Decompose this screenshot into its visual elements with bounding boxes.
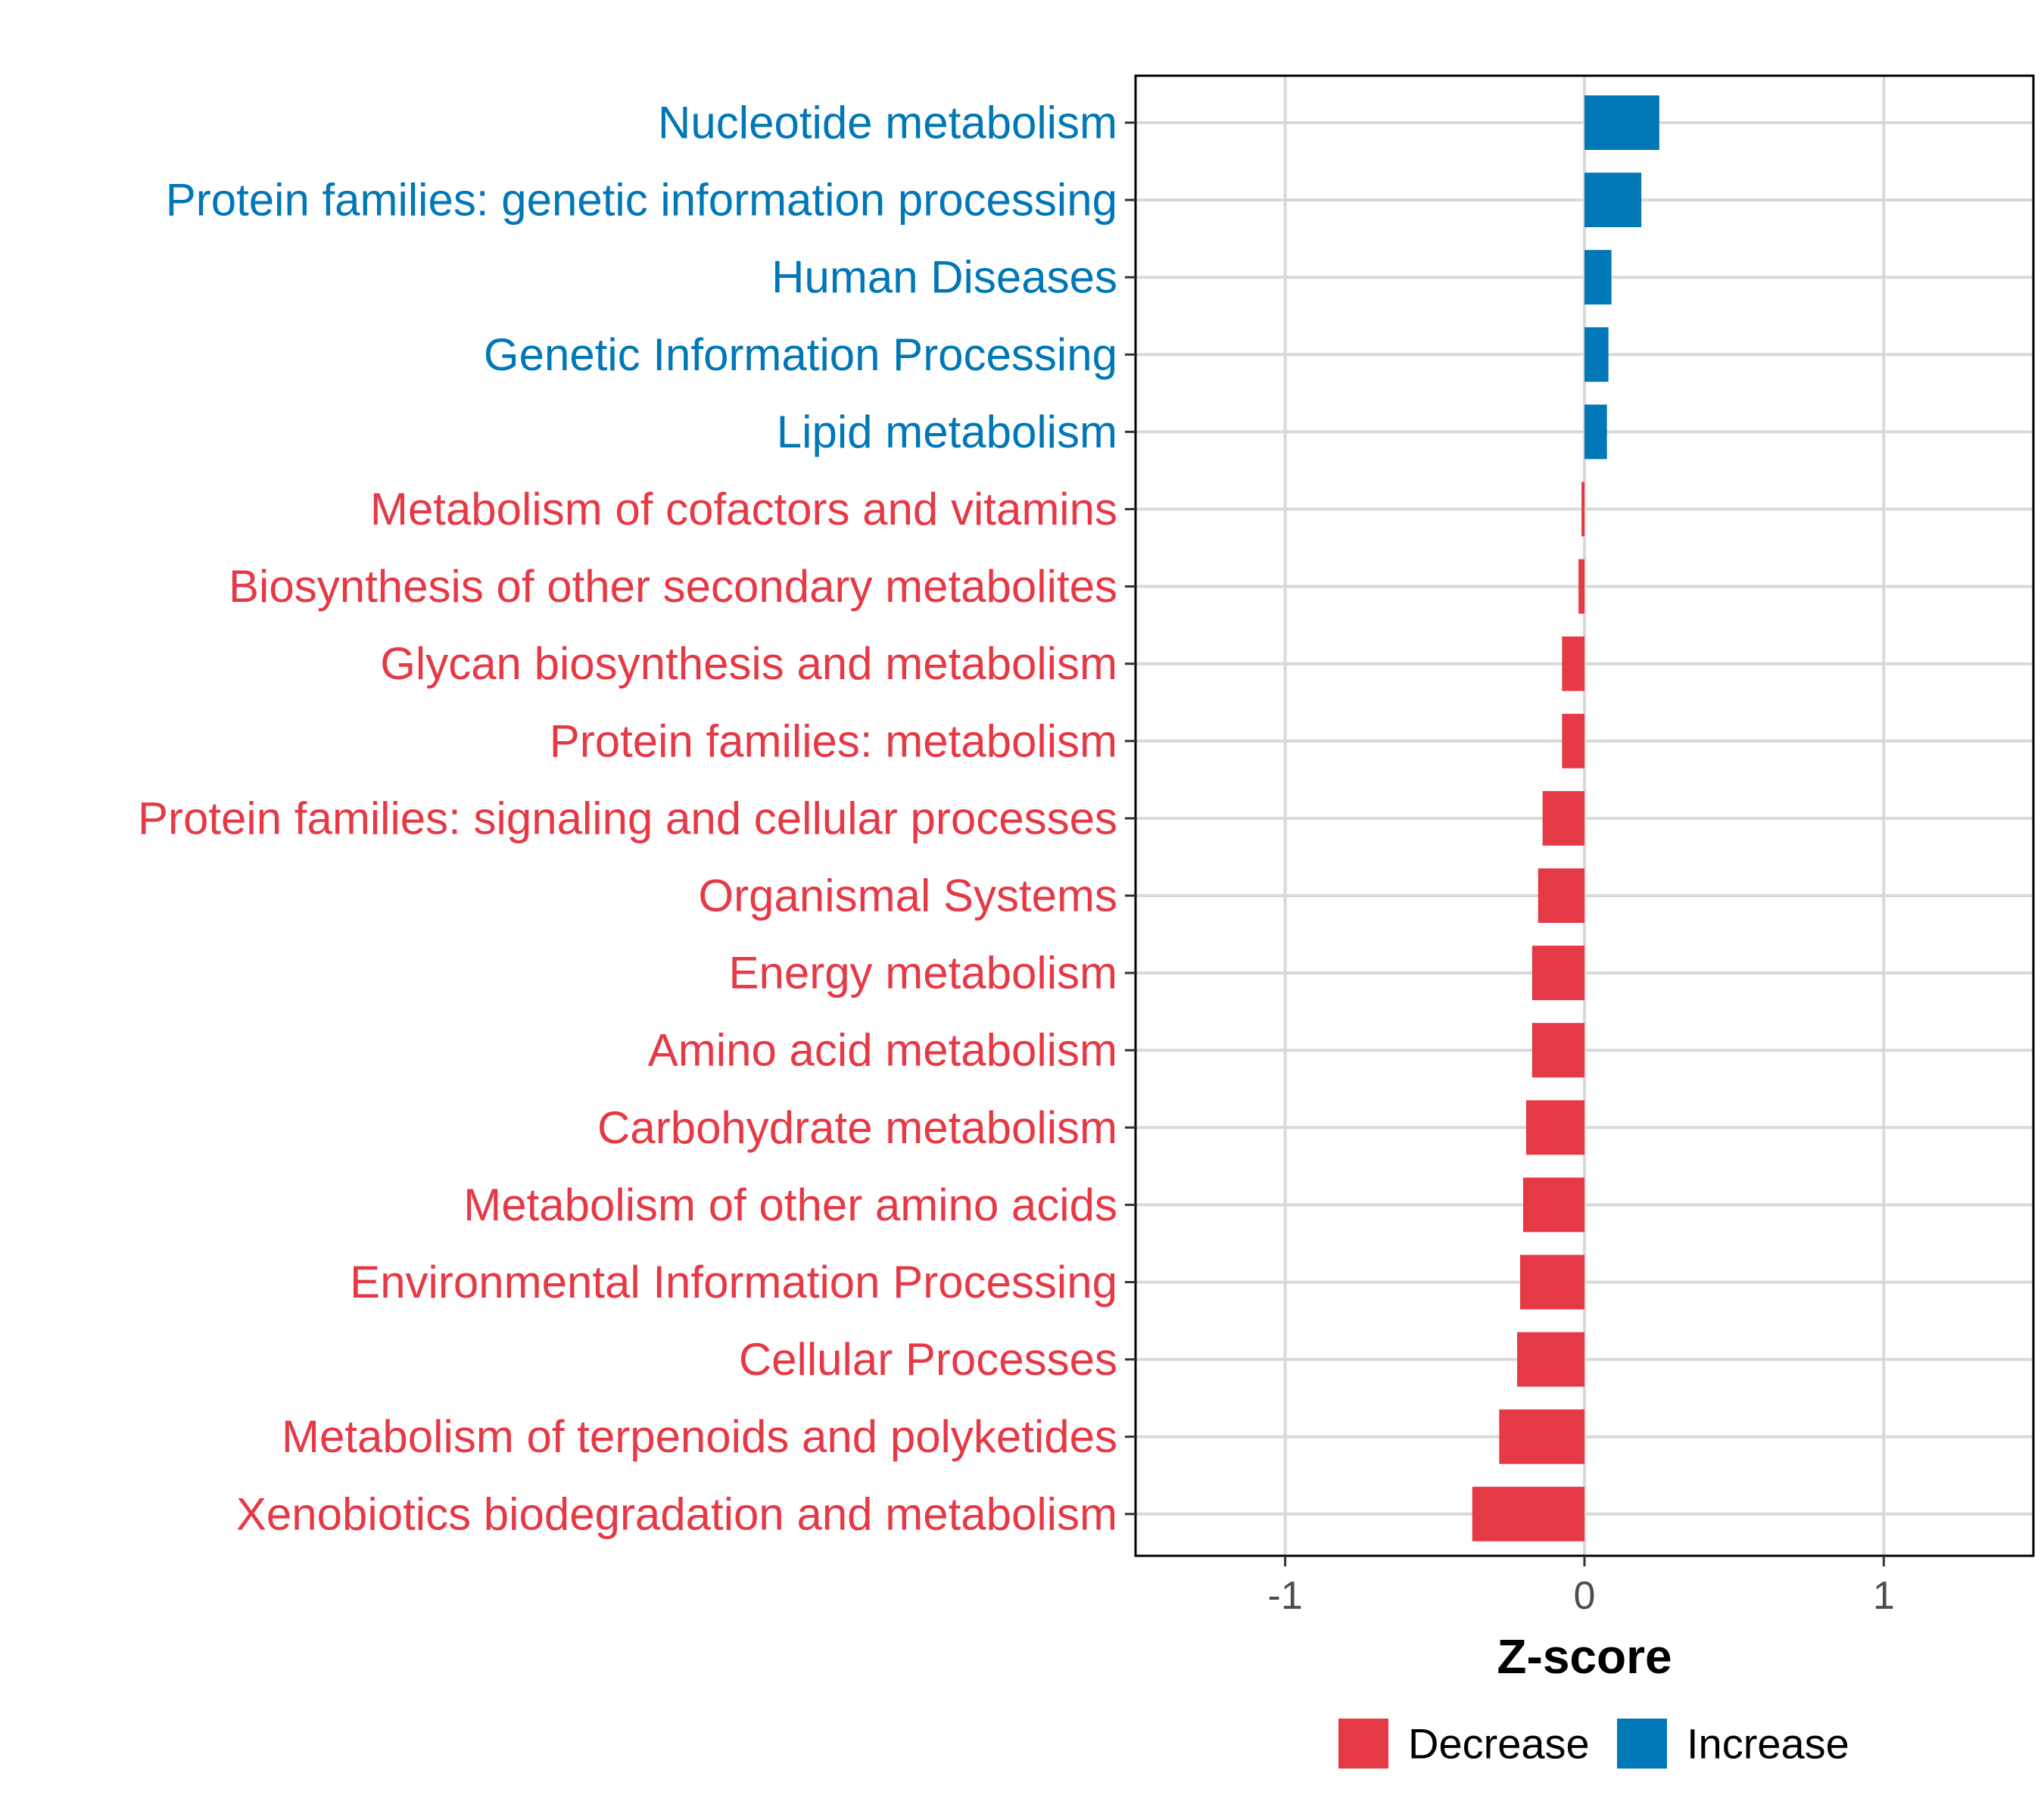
bar (1531, 946, 1584, 1001)
x-tick-label: 0 (1574, 1574, 1596, 1618)
bar (1538, 868, 1584, 923)
bar (1584, 404, 1607, 460)
bar (1520, 1254, 1584, 1310)
x-axis-title: Z-score (1497, 1629, 1672, 1684)
legend-swatch-increase (1617, 1719, 1667, 1769)
bar (1584, 327, 1609, 382)
bar (1584, 95, 1659, 150)
category-label: Nucleotide metabolism (658, 98, 1117, 148)
category-label: Cellular Processes (739, 1334, 1117, 1385)
category-label: Protein families: metabolism (550, 715, 1117, 766)
category-label: Metabolism of other amino acids (463, 1180, 1117, 1230)
category-label: Biosynthesis of other secondary metaboli… (229, 561, 1117, 612)
bar (1499, 1409, 1584, 1464)
category-label: Lipid metabolism (777, 407, 1117, 457)
category-label: Glycan biosynthesis and metabolism (380, 638, 1117, 689)
category-label: Metabolism of cofactors and vitamins (370, 484, 1117, 535)
x-tick-label: -1 (1268, 1574, 1303, 1618)
bar (1472, 1486, 1584, 1541)
category-label: Human Diseases (771, 252, 1117, 303)
bar (1584, 250, 1612, 305)
category-label: Organismal Systems (699, 871, 1117, 921)
category-label: Amino acid metabolism (648, 1025, 1117, 1076)
legend-swatch-decrease (1338, 1719, 1388, 1769)
legend-label-decrease: Decrease (1408, 1720, 1590, 1768)
category-label: Protein families: signaling and cellular… (138, 793, 1117, 843)
legend-label-increase: Increase (1687, 1720, 1849, 1768)
x-axis: -1 0 1 (1268, 1556, 1895, 1618)
bar (1584, 173, 1642, 228)
bar (1542, 790, 1584, 846)
bar (1581, 482, 1584, 537)
bar-layer (1472, 95, 1659, 1541)
category-label: Environmental Information Processing (350, 1257, 1117, 1307)
category-label: Protein families: genetic information pr… (166, 175, 1117, 226)
x-tick-label: 1 (1873, 1574, 1895, 1618)
bar (1562, 636, 1584, 691)
category-label: Carbohydrate metabolism (597, 1102, 1117, 1153)
bar (1562, 713, 1584, 768)
category-label: Xenobiotics biodegradation and metabolis… (236, 1488, 1117, 1539)
bar (1517, 1332, 1584, 1387)
bar (1525, 1100, 1584, 1155)
bar (1522, 1177, 1584, 1233)
legend: Decrease Increase (1338, 1719, 1849, 1769)
bar (1578, 559, 1584, 614)
bar (1531, 1023, 1584, 1078)
y-axis: Nucleotide metabolism Protein families: g… (138, 98, 1136, 1539)
category-label: Genetic Information Processing (484, 329, 1117, 380)
category-label: Energy metabolism (728, 948, 1117, 999)
category-label: Metabolism of terpenoids and polyketides (282, 1411, 1117, 1462)
